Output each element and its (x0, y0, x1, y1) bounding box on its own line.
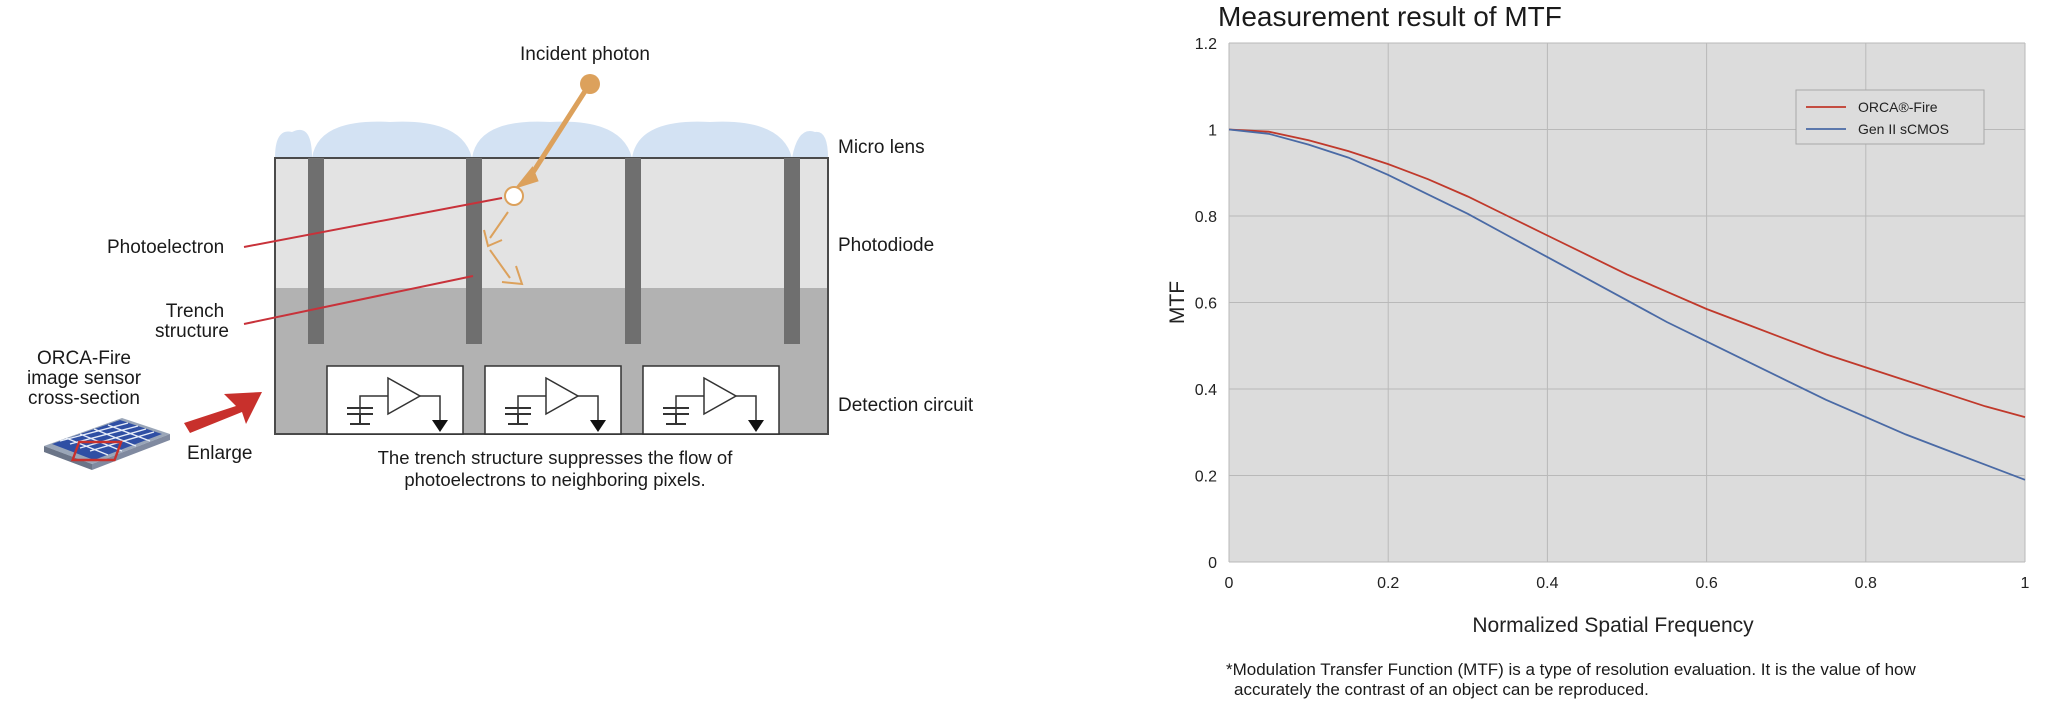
caption-line1: The trench structure suppresses the flow… (377, 447, 733, 468)
footnote-line2: accurately the contrast of an object can… (1234, 680, 1649, 699)
photodiode-region (275, 158, 828, 288)
series-line-2 (1228, 128, 2026, 481)
sensor-label-line3: cross-section (28, 388, 140, 409)
legend-label-2: Gen II sCMOS (1858, 121, 1949, 137)
enlarge-label: Enlarge (187, 443, 253, 464)
legend-box (1795, 89, 1985, 145)
footnote-line1: *Modulation Transfer Function (MTF) is a… (1226, 660, 1916, 679)
series-line-1 (1228, 128, 2026, 418)
x-tick-label: 0.2 (1377, 575, 1399, 592)
enlarge-arrow (184, 392, 262, 433)
sensor-label-line2: image sensor (26, 368, 142, 389)
x-tick-label: 0.8 (1855, 575, 1877, 592)
y-tick-label: 1 (1208, 123, 1217, 140)
caption-line2: photoelectrons to neighboring pixels. (404, 469, 706, 490)
trench-pointer (243, 275, 474, 325)
footnote: *Modulation Transfer Function (MTF) is a… (1226, 660, 2026, 700)
trench-4 (784, 158, 800, 344)
micro-lens-row (275, 121, 828, 158)
trench-2 (466, 158, 482, 344)
photodiode-label: Photodiode (838, 235, 935, 256)
x-tick-label: 1 (2021, 575, 2030, 592)
diagram-caption: The trench structure suppresses the flow… (330, 447, 780, 491)
y-tick-label: 0.6 (1195, 296, 1217, 313)
detection-circuit-label: Detection circuit (838, 395, 974, 416)
y-tick-label: 0.8 (1195, 209, 1217, 226)
sensor-cross-section-diagram (44, 74, 829, 470)
y-axis-label: MTF (1166, 281, 1189, 324)
incident-photon-path (483, 74, 600, 286)
legend-label-1: ORCA®-Fire (1858, 99, 1938, 115)
circuit-2 (484, 365, 622, 435)
detection-circuits (326, 365, 780, 435)
chart-title: Measurement result of MTF (1218, 1, 1562, 32)
sensor-cross-section-label: ORCA-Fire image sensor cross-section (14, 349, 154, 409)
x-tick-label: 0.6 (1695, 575, 1717, 592)
photoelectron-dot (504, 186, 524, 206)
x-tick-label: 0 (1225, 575, 1234, 592)
circuit-1 (326, 365, 464, 435)
y-tick-label: 0.4 (1195, 382, 1217, 399)
photoelectron-pointer (243, 197, 503, 248)
trench-structure-line1: Trench (165, 301, 225, 322)
mtf-chart: 0 0.2 0.4 0.6 0.8 1 1.2 0 0.2 0.4 0.6 0.8 1 Normalize… (1166, 36, 2030, 637)
photoelectron-label: Photoelectron (107, 237, 225, 258)
sensor-label-line1: ORCA-Fire (37, 348, 131, 369)
x-tick-label: 0.4 (1536, 575, 1558, 592)
trench-1 (308, 158, 324, 344)
photoelectron-arrow-1 (483, 211, 509, 248)
y-tick-label: 0 (1208, 555, 1217, 572)
photoelectron-arrow-2 (489, 249, 524, 286)
trench-3 (625, 158, 641, 344)
micro-lens-label: Micro lens (838, 137, 925, 158)
y-tick-label: 0.2 (1195, 469, 1217, 486)
photon-dot (580, 74, 600, 94)
circuit-3 (642, 365, 780, 435)
sensor-chip-icon (44, 418, 170, 470)
trench-structure-line2: structure (155, 321, 229, 342)
incident-photon-label: Incident photon (520, 44, 650, 65)
y-tick-label: 1.2 (1195, 36, 1217, 53)
x-axis-label: Normalized Spatial Frequency (1472, 614, 1754, 637)
trench-structure-label: Trench structure (140, 302, 250, 342)
